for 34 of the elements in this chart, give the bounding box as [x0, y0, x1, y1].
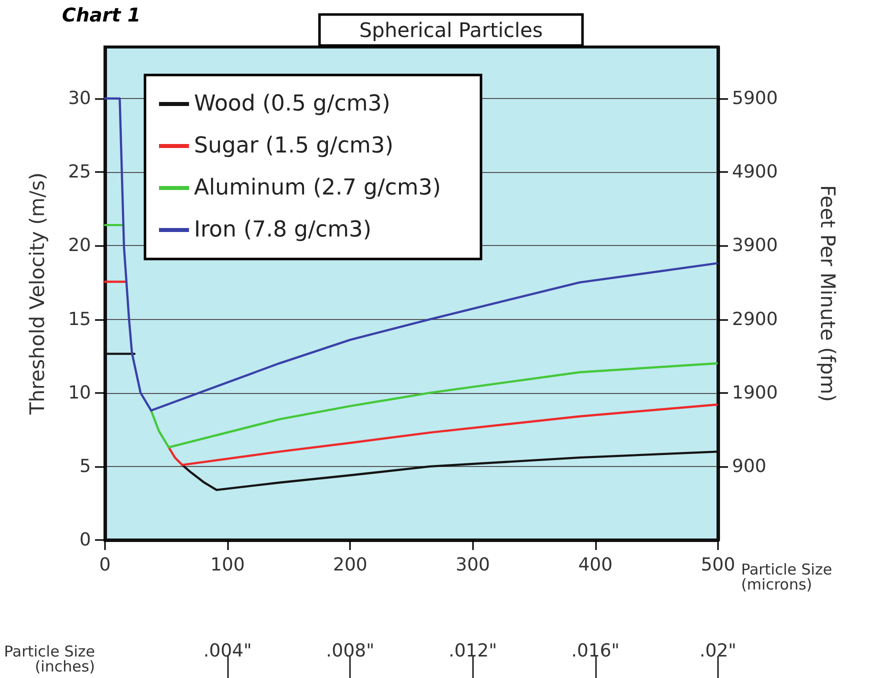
- y-tick-label: 10: [68, 382, 91, 404]
- y-tick-label: 5: [80, 456, 91, 477]
- caption: Chart 1: [62, 4, 141, 26]
- x-tick-label: 0: [99, 554, 111, 576]
- x2-tick-label: .02": [700, 640, 736, 662]
- y2-tick-label: 5900: [732, 88, 778, 110]
- y-tick-label: 0: [80, 530, 91, 550]
- x2-tick-label: .008": [326, 640, 374, 662]
- chart-title: Spherical Particles: [359, 18, 543, 42]
- legend-label: Wood (0.5 g/cm3): [194, 92, 390, 116]
- x-tick-label: 100: [210, 554, 245, 576]
- legend-label: Aluminum (2.7 g/cm3): [194, 176, 442, 200]
- y-tick-label: 25: [68, 162, 91, 183]
- x-tick-label: 300: [456, 554, 490, 576]
- y-axis-title: Threshold Velocity (m/s): [25, 172, 49, 416]
- x2-axis-title: Particle Size (inches): [4, 642, 95, 676]
- legend-label: Iron (7.8 g/cm3): [194, 218, 372, 242]
- y2-tick-label: 1900: [732, 382, 778, 404]
- y2-tick-label: 4900: [732, 162, 778, 183]
- y-tick-label: 15: [68, 308, 91, 330]
- y2-tick-label: 900: [732, 456, 766, 477]
- y2-axis-title: Feet Per Minute (fpm): [816, 185, 840, 402]
- x-tick-label: 200: [333, 554, 368, 576]
- x2-tick-label: .012": [448, 640, 497, 662]
- legend-label: Sugar (1.5 g/cm3): [194, 134, 394, 158]
- y2-tick-label: 2900: [732, 308, 778, 330]
- x-axis-title: Particle Size (microns): [741, 560, 832, 594]
- x-tick-label: 500: [700, 554, 736, 576]
- y-tick-label: 20: [68, 235, 91, 256]
- x2-tick-label: .016": [571, 640, 620, 662]
- x-tick-label: 400: [578, 554, 613, 576]
- y-tick-label: 30: [68, 88, 91, 110]
- y2-tick-label: 3900: [732, 235, 778, 256]
- x2-tick-label: .004": [203, 640, 252, 662]
